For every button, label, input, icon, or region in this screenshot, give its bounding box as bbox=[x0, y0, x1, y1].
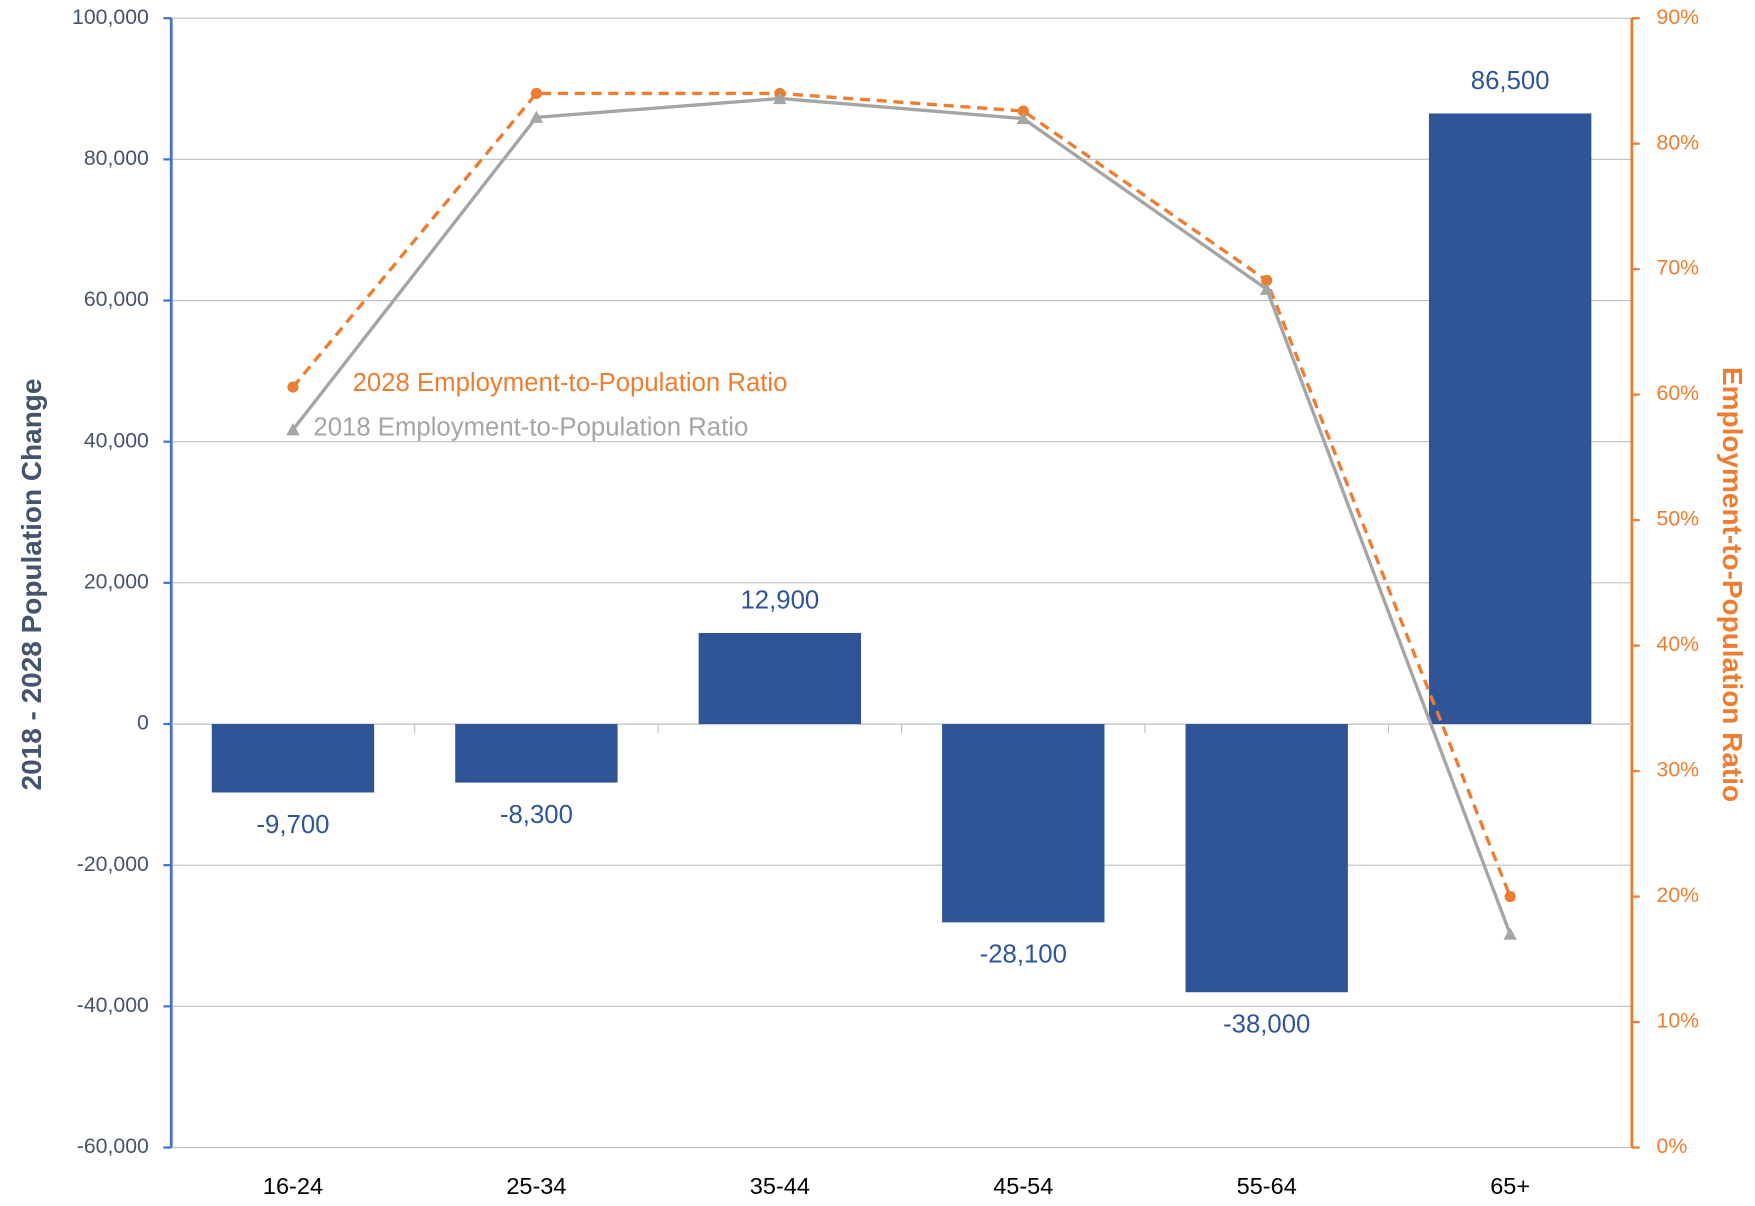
series-label: 2018 Employment-to-Population Ratio bbox=[313, 414, 748, 442]
marker bbox=[1504, 890, 1516, 903]
y-tick-label: 20,000 bbox=[84, 569, 149, 593]
bar bbox=[1428, 113, 1592, 725]
marker bbox=[530, 87, 543, 100]
marker bbox=[1260, 282, 1274, 295]
y2-tick-label: 40% bbox=[1657, 632, 1700, 656]
y2-tick-label: 0% bbox=[1657, 1134, 1688, 1158]
y2-tick-label: 50% bbox=[1657, 507, 1700, 531]
bar bbox=[211, 724, 375, 793]
y-axis-title: 2018 - 2028 Population Change bbox=[16, 379, 47, 791]
y2-tick-label: 80% bbox=[1657, 130, 1700, 154]
x-tick-label: 25-34 bbox=[506, 1173, 566, 1199]
y-tick-label: 0 bbox=[137, 711, 149, 735]
y-tick-label: 100,000 bbox=[72, 5, 149, 29]
marker bbox=[1016, 111, 1030, 125]
y2-tick-label: 90% bbox=[1657, 5, 1700, 29]
x-tick-label: 65+ bbox=[1490, 1173, 1530, 1199]
marker bbox=[287, 381, 299, 393]
y2-tick-label: 60% bbox=[1657, 381, 1700, 405]
marker bbox=[1261, 274, 1273, 287]
x-tick-label: 35-44 bbox=[750, 1173, 810, 1199]
series-label: 2028 Employment-to-Population Ratio bbox=[353, 369, 788, 397]
data-label: -28,100 bbox=[980, 941, 1067, 969]
y-tick-label: 40,000 bbox=[84, 428, 149, 452]
data-label: 12,900 bbox=[740, 586, 819, 614]
x-tick-label: 45-54 bbox=[993, 1173, 1053, 1199]
x-tick-label: 16-24 bbox=[263, 1173, 323, 1199]
line bbox=[291, 91, 1512, 898]
bar bbox=[942, 724, 1105, 923]
bar bbox=[1185, 724, 1348, 993]
y-tick-label: -60,000 bbox=[77, 1134, 149, 1158]
marker bbox=[1503, 927, 1517, 940]
bar bbox=[455, 724, 618, 783]
y-tick-label: 60,000 bbox=[84, 287, 149, 311]
y2-tick-label: 70% bbox=[1657, 256, 1700, 280]
y2-tick-label: 10% bbox=[1657, 1009, 1700, 1033]
y-tick-label: 80,000 bbox=[84, 146, 149, 170]
data-label: 86,500 bbox=[1471, 67, 1550, 95]
y-tick-label: -20,000 bbox=[77, 852, 149, 876]
x-tick-label: 55-64 bbox=[1237, 1173, 1297, 1199]
data-label: -8,300 bbox=[500, 801, 573, 829]
y2-tick-label: 30% bbox=[1657, 758, 1700, 782]
data-label: -9,700 bbox=[256, 811, 329, 839]
marker bbox=[286, 423, 300, 436]
y-tick-label: -40,000 bbox=[77, 993, 149, 1017]
bar bbox=[698, 632, 862, 725]
line bbox=[291, 96, 1512, 935]
marker bbox=[1017, 105, 1029, 117]
data-label: -38,000 bbox=[1223, 1011, 1310, 1039]
marker bbox=[529, 110, 544, 123]
y2-axis-title: Employment-to-Population Ratio bbox=[1717, 367, 1748, 802]
marker bbox=[773, 91, 787, 105]
y2-tick-label: 20% bbox=[1657, 883, 1700, 907]
